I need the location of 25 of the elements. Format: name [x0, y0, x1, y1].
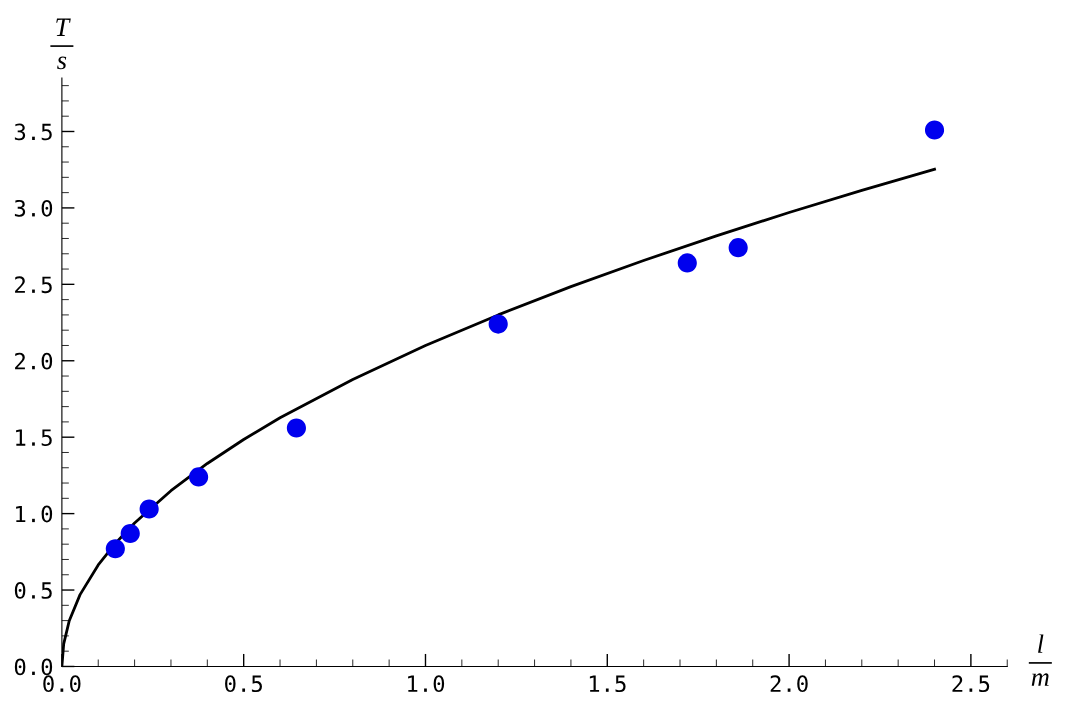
point	[120, 523, 140, 544]
x-axis-title: l m	[1031, 634, 1049, 686]
x-tick-label: 1.5	[589, 675, 626, 693]
y-tick-label: 0.0	[14, 658, 53, 676]
x-tick-label: 0.0	[43, 675, 81, 693]
x-tick-label: 1.0	[408, 675, 445, 693]
point	[189, 467, 209, 487]
y-tick-label: 1.5	[16, 429, 52, 446]
y-tick-label: 2.0	[15, 352, 53, 370]
point	[139, 499, 159, 519]
x-tick-label: 2.5	[952, 675, 990, 693]
y-tick-label: 2.5	[15, 276, 52, 294]
point	[105, 539, 125, 559]
y-tick-label: 3.5	[14, 123, 52, 141]
point	[728, 238, 748, 258]
y-tick-label: 1.0	[16, 505, 53, 523]
point	[677, 253, 697, 273]
point	[286, 418, 306, 438]
point	[488, 314, 508, 334]
x-tick-label: 2.0	[770, 675, 808, 693]
point	[924, 120, 945, 140]
x-tick-label: 0.5	[225, 675, 262, 693]
y-tick-label: 3.0	[14, 199, 53, 217]
y-tick-label: 0.5	[14, 582, 52, 599]
y-axis-title: T s	[56, 18, 71, 70]
